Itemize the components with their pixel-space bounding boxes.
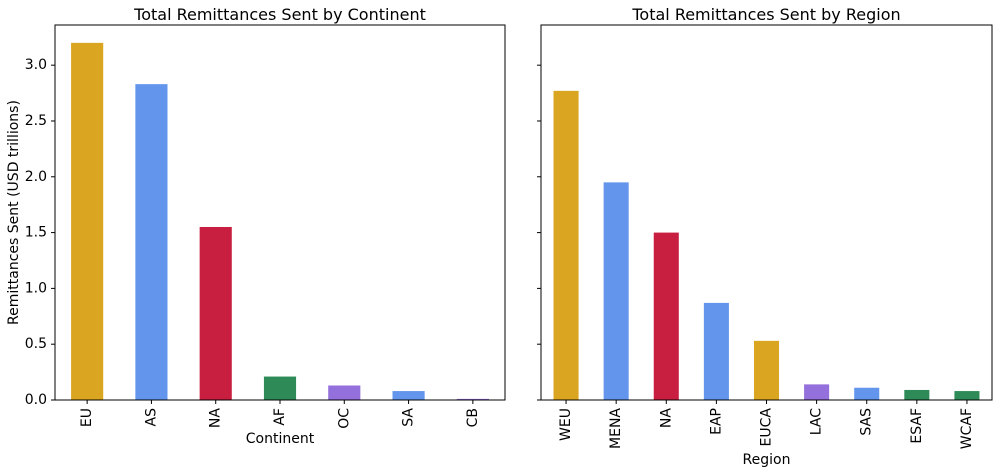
y-tick-label: 0.5 — [25, 336, 47, 352]
bar-weu — [553, 90, 579, 401]
x-tick-label: SA — [401, 408, 417, 427]
bar-sas — [854, 387, 880, 400]
x-tick-label: AS — [143, 408, 159, 427]
bar-sa — [392, 391, 425, 400]
x-tick-label: EAP — [708, 408, 724, 435]
bar-na — [199, 227, 232, 400]
y-axis-label: Remittances Sent (USD trillions) — [6, 100, 22, 325]
x-tick-label: EUCA — [759, 408, 775, 447]
continent-y-ticks: 0.0 0.5 1.0 1.5 2.0 2.5 3.0 — [25, 57, 55, 408]
continent-bars — [71, 42, 489, 400]
bar-eap — [703, 302, 729, 400]
x-tick-label: LAC — [809, 408, 825, 435]
bar-mena — [603, 182, 629, 400]
y-tick-label: 2.5 — [25, 113, 47, 129]
bar-na — [653, 232, 679, 400]
region-y-ticks — [537, 64, 541, 401]
x-tick-label: WCAF — [959, 408, 975, 449]
x-tick-label: NA — [208, 408, 224, 428]
x-tick-label: OC — [336, 408, 352, 429]
region-plot-frame — [540, 24, 993, 401]
y-tick-label: 1.5 — [25, 225, 47, 241]
continent-plot-frame — [54, 24, 506, 401]
region-x-ticks: WEU MENA NA EAP EUCA LAC SAS ESAF WCAF — [558, 400, 975, 449]
y-tick-label: 1.0 — [25, 280, 47, 296]
region-bars — [553, 90, 980, 401]
x-tick-label: CB — [465, 408, 481, 427]
x-tick-label: SAS — [859, 408, 875, 436]
region-chart: Total Remittances Sent by Region WEU MENA… — [537, 5, 993, 468]
y-tick-label: 3.0 — [25, 57, 47, 73]
continent-x-axis-label: Continent — [246, 431, 315, 447]
x-tick-label: ESAF — [909, 408, 925, 444]
continent-chart: Total Remittances Sent by Continent 0.00… — [6, 5, 506, 447]
region-x-axis-label: Region — [743, 452, 791, 468]
x-tick-label: NA — [658, 408, 674, 428]
x-tick-label: AF — [272, 408, 288, 426]
bar-euca — [753, 340, 780, 400]
bar-af — [263, 376, 297, 400]
region-chart-title: Total Remittances Sent by Region — [631, 5, 900, 24]
x-tick-label: EU — [79, 408, 95, 427]
bar-as — [135, 84, 168, 400]
bar-lac — [804, 384, 830, 400]
x-tick-label: WEU — [558, 408, 574, 441]
bar-eu — [71, 42, 104, 400]
bar-wcaf — [954, 391, 980, 400]
bar-cb — [456, 398, 489, 400]
bar-esaf — [904, 389, 930, 400]
x-tick-label: MENA — [608, 408, 624, 449]
y-tick-label: 2.0 — [25, 169, 47, 185]
bar-oc — [328, 385, 361, 400]
y-tick-label: 0.0 — [25, 392, 47, 408]
continent-chart-title: Total Remittances Sent by Continent — [133, 5, 426, 24]
continent-x-ticks: EU AS NA AF OC SA CB — [79, 400, 481, 429]
